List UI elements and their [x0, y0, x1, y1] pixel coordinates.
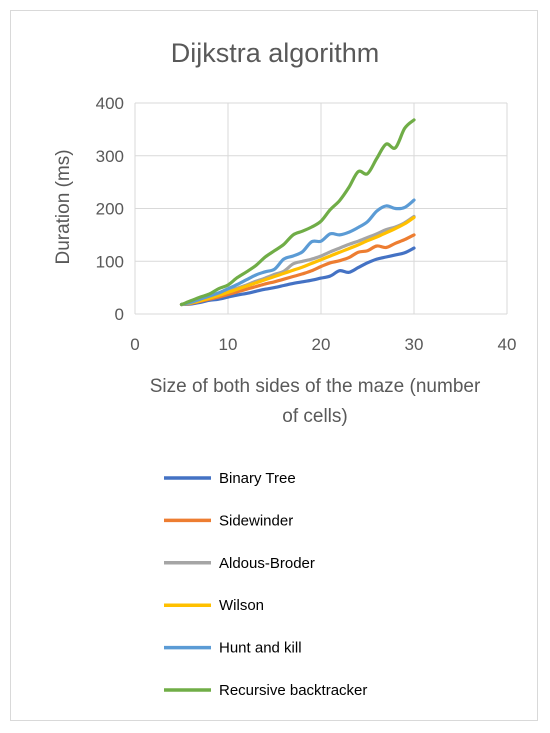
legend-label: Binary Tree	[219, 470, 296, 487]
chart-frame: Dijkstra algorithm 0 100 200 300 400 0 10 20 30…	[10, 10, 538, 721]
series-line-wilson	[179, 215, 416, 307]
x-tick-label: 10	[219, 335, 238, 354]
legend-label: Recursive backtracker	[219, 682, 367, 699]
y-axis-ticks: 0 100 200 300 400	[96, 94, 124, 324]
gridlines	[134, 102, 508, 315]
legend-label: Sidewinder	[219, 512, 293, 529]
legend-label: Aldous-Broder	[219, 555, 315, 572]
x-axis-ticks: 0 10 20 30 40	[130, 335, 516, 354]
legend-item-aldous-broder: Aldous-Broder	[164, 555, 315, 572]
y-tick-label: 100	[96, 252, 124, 271]
x-axis-title-line-2: of cells)	[282, 406, 347, 427]
x-tick-label: 30	[405, 335, 424, 354]
legend-item-wilson: Wilson	[164, 597, 264, 614]
x-tick-label: 40	[498, 335, 517, 354]
legend-item-binary-tree: Binary Tree	[164, 470, 296, 487]
y-tick-label: 400	[96, 94, 124, 113]
series-line-binary-tree	[179, 246, 416, 307]
x-tick-label: 0	[130, 335, 139, 354]
y-axis-title: Duration (ms)	[53, 149, 74, 264]
series-line-hunt-and-kill	[179, 198, 416, 307]
series-line-recursive-backtracker	[179, 118, 416, 307]
line-chart: Dijkstra algorithm 0 100 200 300 400 0 10 20 30…	[53, 38, 516, 699]
chart-title: Dijkstra algorithm	[171, 38, 380, 68]
legend-label: Hunt and kill	[219, 640, 302, 657]
x-tick-label: 20	[312, 335, 331, 354]
series-lines	[179, 118, 416, 307]
x-axis-title-line-1: Size of both sides of the maze (number	[150, 376, 481, 397]
y-tick-label: 300	[96, 147, 124, 166]
legend-item-recursive-backtracker: Recursive backtracker	[164, 682, 367, 699]
legend-label: Wilson	[219, 597, 264, 614]
y-tick-label: 0	[115, 305, 124, 324]
legend: Binary Tree Sidewinder Aldous-Broder Wilson…	[164, 470, 367, 699]
legend-item-sidewinder: Sidewinder	[164, 512, 293, 529]
y-tick-label: 200	[96, 200, 124, 219]
legend-item-hunt-and-kill: Hunt and kill	[164, 640, 302, 657]
